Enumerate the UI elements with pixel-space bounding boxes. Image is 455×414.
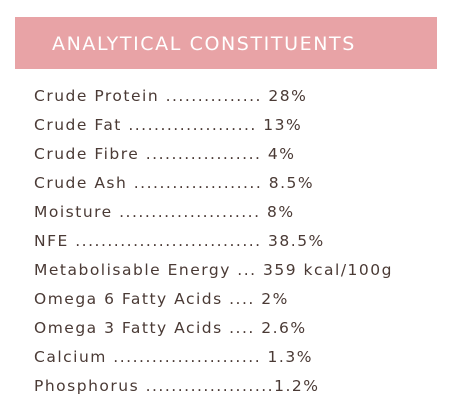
header-band [15,17,437,69]
constituent-omega-3: Omega 3 Fatty Acids .... 2.6% [34,319,307,337]
constituent-metabolisable-energy: Metabolisable Energy ... 359 kcal/100g [34,261,393,279]
section-title: ANALYTICAL CONSTITUENTS [52,33,356,55]
constituent-phosphorus: Phosphorus ....................1.2% [34,377,320,395]
constituent-crude-protein: Crude Protein ............... 28% [34,87,308,105]
constituent-nfe: NFE ............................. 38.5% [34,232,325,250]
constituent-crude-fat: Crude Fat .................... 13% [34,116,303,134]
constituent-calcium: Calcium ....................... 1.3% [34,348,313,366]
constituent-crude-ash: Crude Ash .................... 8.5% [34,174,315,192]
constituent-omega-6: Omega 6 Fatty Acids .... 2% [34,290,289,308]
constituent-crude-fibre: Crude Fibre .................. 4% [34,145,296,163]
constituent-moisture: Moisture ...................... 8% [34,203,295,221]
constituents-list: Crude Protein ............... 28% Crude … [34,86,393,405]
